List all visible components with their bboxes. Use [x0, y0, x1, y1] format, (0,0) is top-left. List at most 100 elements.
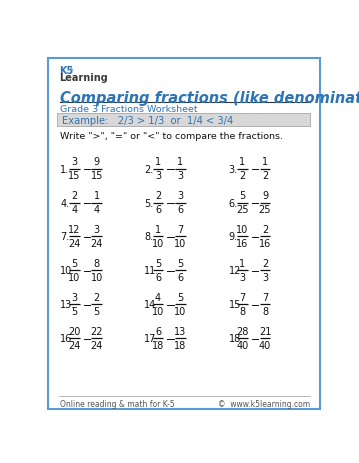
Text: 6: 6: [155, 205, 161, 214]
Text: 28: 28: [236, 326, 249, 336]
Text: 24: 24: [68, 340, 80, 350]
Text: 3.: 3.: [229, 164, 238, 174]
Text: K5: K5: [59, 66, 73, 76]
Text: 2: 2: [71, 191, 78, 201]
Text: Learning: Learning: [59, 73, 108, 82]
Text: 12: 12: [68, 225, 80, 235]
Text: 5: 5: [239, 191, 246, 201]
Text: 1: 1: [94, 191, 100, 201]
Text: 10: 10: [91, 272, 103, 282]
Text: 16.: 16.: [60, 333, 76, 343]
Text: 16: 16: [259, 238, 271, 249]
Text: 6: 6: [177, 272, 183, 282]
Text: 5: 5: [155, 258, 161, 269]
Text: 20: 20: [68, 326, 80, 336]
Text: 1: 1: [262, 157, 268, 167]
Text: Comparing fractions (like denominators): Comparing fractions (like denominators): [60, 91, 359, 106]
Text: 11.: 11.: [144, 266, 159, 275]
Text: 40: 40: [259, 340, 271, 350]
Text: 13: 13: [174, 326, 187, 336]
Text: 2: 2: [94, 292, 100, 302]
Text: 6.: 6.: [229, 198, 238, 208]
Text: 5: 5: [71, 258, 78, 269]
Text: ✦: ✦: [68, 66, 74, 72]
FancyBboxPatch shape: [57, 114, 310, 127]
Text: 9: 9: [262, 191, 268, 201]
Text: 5.: 5.: [144, 198, 153, 208]
Text: 1: 1: [239, 157, 246, 167]
Text: 1: 1: [155, 225, 161, 235]
Text: 2: 2: [262, 258, 268, 269]
Text: 10: 10: [152, 238, 164, 249]
Text: Grade 3 Fractions Worksheet: Grade 3 Fractions Worksheet: [60, 105, 198, 114]
Text: 2: 2: [239, 171, 246, 181]
Text: 25: 25: [259, 205, 271, 214]
Text: 14.: 14.: [144, 300, 159, 309]
Text: 5: 5: [94, 306, 100, 316]
Text: 13.: 13.: [60, 300, 76, 309]
Text: 21: 21: [259, 326, 271, 336]
Text: 22: 22: [90, 326, 103, 336]
Text: 4: 4: [155, 292, 161, 302]
Text: 1: 1: [155, 157, 161, 167]
Text: 17.: 17.: [144, 333, 159, 343]
Text: 10: 10: [68, 272, 80, 282]
Text: 6: 6: [155, 272, 161, 282]
Text: 5: 5: [71, 306, 78, 316]
Text: 10: 10: [174, 238, 187, 249]
Text: 7: 7: [262, 292, 268, 302]
Text: 3: 3: [262, 272, 268, 282]
Text: 1: 1: [177, 157, 183, 167]
Text: 18: 18: [174, 340, 187, 350]
Text: Write ">", "=" or "<" to compare the fractions.: Write ">", "=" or "<" to compare the fra…: [60, 131, 283, 141]
Text: 8: 8: [262, 306, 268, 316]
Text: 15: 15: [68, 171, 80, 181]
Text: 3: 3: [71, 157, 78, 167]
Text: 10.: 10.: [60, 266, 76, 275]
Text: 3: 3: [177, 191, 183, 201]
Text: 8: 8: [239, 306, 246, 316]
Text: 15: 15: [90, 171, 103, 181]
Text: 25: 25: [236, 205, 249, 214]
Text: 24: 24: [90, 238, 103, 249]
Text: 16: 16: [236, 238, 249, 249]
Text: 3: 3: [94, 225, 100, 235]
Text: 2: 2: [155, 191, 161, 201]
Text: 5: 5: [177, 258, 183, 269]
FancyBboxPatch shape: [48, 59, 320, 409]
Text: 10: 10: [236, 225, 249, 235]
Text: 5: 5: [177, 292, 183, 302]
Text: 24: 24: [90, 340, 103, 350]
Text: 10: 10: [174, 306, 187, 316]
Text: 24: 24: [68, 238, 80, 249]
Text: 10: 10: [152, 306, 164, 316]
Text: 6: 6: [177, 205, 183, 214]
Text: 2: 2: [262, 171, 268, 181]
Text: 8: 8: [94, 258, 100, 269]
Text: 12.: 12.: [229, 266, 244, 275]
Text: 4: 4: [71, 205, 78, 214]
Text: 7.: 7.: [60, 232, 70, 242]
Text: 4.: 4.: [60, 198, 70, 208]
Text: 3: 3: [177, 171, 183, 181]
Text: 4: 4: [94, 205, 100, 214]
Text: 15.: 15.: [229, 300, 244, 309]
Text: 9: 9: [94, 157, 100, 167]
Text: 3: 3: [71, 292, 78, 302]
Text: Online reading & math for K-5: Online reading & math for K-5: [60, 399, 175, 408]
Text: 18.: 18.: [229, 333, 244, 343]
Text: 3: 3: [155, 171, 161, 181]
Text: 18: 18: [152, 340, 164, 350]
Text: 40: 40: [236, 340, 249, 350]
Text: 2: 2: [262, 225, 268, 235]
Text: Example:   2/3 > 1/3  or  1/4 < 3/4: Example: 2/3 > 1/3 or 1/4 < 3/4: [62, 115, 233, 125]
Text: 1.: 1.: [60, 164, 70, 174]
Text: ©  www.k5learning.com: © www.k5learning.com: [218, 399, 310, 408]
Text: 8.: 8.: [144, 232, 153, 242]
Text: 9.: 9.: [229, 232, 238, 242]
Text: 1: 1: [239, 258, 246, 269]
Text: 7: 7: [239, 292, 246, 302]
Text: 2.: 2.: [144, 164, 153, 174]
Text: 7: 7: [177, 225, 183, 235]
Text: 3: 3: [239, 272, 246, 282]
